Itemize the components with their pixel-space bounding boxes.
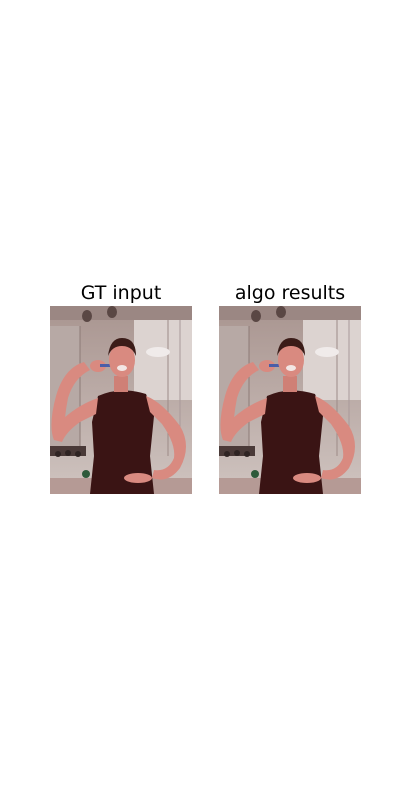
ceiling-strip [219,306,361,320]
face [109,343,135,377]
lamp-reflection [315,347,339,357]
ceiling-light-left [251,310,261,322]
arm-on-hip [315,396,355,480]
gt-input-photo [50,306,192,494]
green-bottle [251,470,259,478]
ceiling-light-left [82,310,92,322]
arm-on-hip [146,396,186,480]
face [278,343,304,377]
shirt [90,390,154,494]
green-bottle [82,470,90,478]
panel-title: algo results [234,282,346,304]
toothbrush [269,364,287,367]
toothbrush [100,364,118,367]
hand-on-hip [124,473,152,483]
hand-toothbrush [90,360,106,372]
raised-arm-lower [222,398,267,442]
ceiling-light-right [107,306,117,318]
raised-arm-upper [220,362,259,440]
hand-on-hip [293,473,321,483]
ceiling-light-right [276,306,286,318]
hair [277,338,305,356]
shirt [259,390,323,494]
raised-arm-upper [51,362,90,440]
algo-results-photo [219,306,361,494]
raised-arm-lower [53,398,98,442]
mirror-glass [134,320,192,400]
hand-toothbrush [259,360,275,372]
lamp-reflection [146,347,170,357]
ceiling-strip [50,306,192,320]
mirror-glass [303,320,361,400]
panel-title: GT input [80,282,162,304]
hair [108,338,136,356]
